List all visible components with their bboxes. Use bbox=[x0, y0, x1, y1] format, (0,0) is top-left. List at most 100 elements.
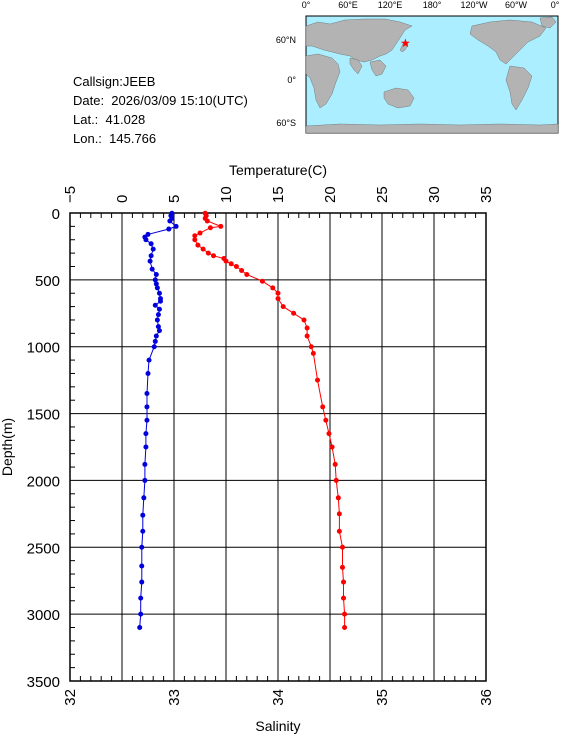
depth-tick-label: 2500 bbox=[27, 540, 60, 557]
salinity-point bbox=[144, 391, 150, 397]
map-lat-label: 60°N bbox=[276, 35, 296, 45]
temperature-point bbox=[192, 237, 198, 243]
salinity-tick-label: 32 bbox=[62, 689, 79, 706]
eurasia-landmass bbox=[305, 18, 413, 63]
temperature-point bbox=[239, 267, 245, 273]
temperature-point bbox=[315, 377, 321, 383]
salinity-point bbox=[144, 404, 150, 410]
salinity-point bbox=[153, 333, 159, 339]
temperature-tick-label: 25 bbox=[374, 186, 391, 203]
salinity-point bbox=[152, 277, 158, 283]
temperature-point bbox=[329, 444, 335, 450]
salinity-point bbox=[154, 317, 160, 323]
temperature-tick-label: −5 bbox=[62, 186, 79, 203]
station-info: Callsign:JEEB Date: 2026/03/09 15:10(UTC… bbox=[73, 72, 248, 148]
temperature-tick-label: 15 bbox=[270, 186, 287, 203]
salinity-point bbox=[146, 357, 152, 363]
temperature-point bbox=[244, 272, 250, 278]
salinity-point bbox=[156, 306, 162, 312]
depth-tick-label: 0 bbox=[52, 206, 60, 223]
map-lon-label: 180° bbox=[423, 0, 442, 10]
temperature-point bbox=[336, 528, 342, 534]
australia-landmass bbox=[383, 87, 415, 109]
depth-tick-label: 1500 bbox=[27, 407, 60, 424]
map-lon-label: 120°W bbox=[460, 0, 488, 10]
map-lon-label: 120°E bbox=[378, 0, 403, 10]
temperature-point bbox=[332, 461, 338, 467]
salinity-point bbox=[139, 544, 145, 550]
salinity-point bbox=[148, 253, 154, 259]
chart-grid bbox=[70, 213, 486, 681]
temperature-point bbox=[228, 261, 234, 267]
greenland bbox=[539, 16, 557, 29]
depth-tick-label: 1000 bbox=[27, 340, 60, 357]
salinity-tick-label: 33 bbox=[166, 689, 183, 706]
temperature-point bbox=[233, 263, 239, 269]
temperature-point bbox=[339, 544, 345, 550]
temperature-point bbox=[336, 511, 342, 517]
temperature-point bbox=[339, 564, 345, 570]
temperature-point bbox=[197, 230, 203, 236]
salinity-axis-label: Salinity bbox=[255, 718, 300, 734]
salinity-point bbox=[152, 302, 158, 308]
depth-tick-label: 3500 bbox=[27, 674, 60, 691]
temperature-point bbox=[342, 625, 348, 631]
salinity-point bbox=[154, 285, 160, 291]
salinity-point bbox=[142, 461, 148, 467]
salinity-point bbox=[143, 237, 149, 243]
temperature-point bbox=[291, 310, 297, 316]
map-lon-label: 60°W bbox=[505, 0, 528, 10]
salinity-point bbox=[147, 258, 153, 264]
temperature-point bbox=[205, 250, 211, 256]
salinity-point bbox=[157, 298, 163, 304]
temperature-tick-label: 35 bbox=[478, 186, 495, 203]
temperature-point bbox=[342, 611, 348, 617]
salinity-point bbox=[166, 226, 172, 232]
temperature-point bbox=[207, 225, 213, 231]
salinity-point bbox=[156, 290, 162, 296]
map-lat-label: 60°S bbox=[276, 118, 296, 128]
temperature-point bbox=[341, 579, 347, 585]
salinity-point bbox=[139, 579, 145, 585]
temperature-axis-label: Temperature(C) bbox=[229, 162, 327, 178]
station-marker bbox=[400, 38, 410, 48]
salinity-tick-label: 35 bbox=[374, 689, 391, 706]
temperature-point bbox=[301, 317, 307, 323]
map-lon-label: 0° bbox=[551, 0, 560, 10]
salinity-point bbox=[153, 281, 159, 287]
temperature-point bbox=[320, 404, 326, 410]
temperature-point bbox=[333, 477, 339, 483]
map-lon-label: 60°E bbox=[338, 0, 358, 10]
salinity-tick-label: 36 bbox=[478, 689, 495, 706]
salinity-point bbox=[152, 338, 158, 344]
depth-tick-label: 500 bbox=[35, 273, 60, 290]
salinity-point bbox=[143, 444, 149, 450]
temperature-point bbox=[304, 325, 310, 331]
plot-frame bbox=[69, 212, 487, 682]
chart-series bbox=[137, 210, 348, 631]
lat-text: Lat.: 41.028 bbox=[73, 112, 146, 127]
temperature-tick-label: 0 bbox=[114, 195, 131, 203]
salinity-point bbox=[155, 312, 161, 318]
temperature-point bbox=[310, 350, 316, 356]
salinity-point bbox=[140, 528, 146, 534]
temperature-point bbox=[304, 333, 310, 339]
salinity-point bbox=[144, 417, 150, 423]
salinity-point bbox=[139, 563, 145, 569]
temperature-point bbox=[200, 246, 206, 252]
temperature-point bbox=[259, 278, 265, 284]
salinity-point bbox=[142, 477, 148, 483]
salinity-point bbox=[153, 272, 159, 278]
temperature-point bbox=[308, 344, 314, 350]
temperature-point bbox=[195, 242, 201, 248]
depth-axis-label: Depth(m) bbox=[0, 418, 15, 476]
temperature-point bbox=[323, 417, 329, 423]
africa-landmass bbox=[305, 53, 341, 109]
temperature-tick-label: 20 bbox=[322, 186, 339, 203]
map-lat-labels: 60°N 0° 60°S bbox=[276, 35, 297, 128]
north-america bbox=[469, 19, 547, 65]
temperature-tick-label: 5 bbox=[166, 195, 183, 203]
